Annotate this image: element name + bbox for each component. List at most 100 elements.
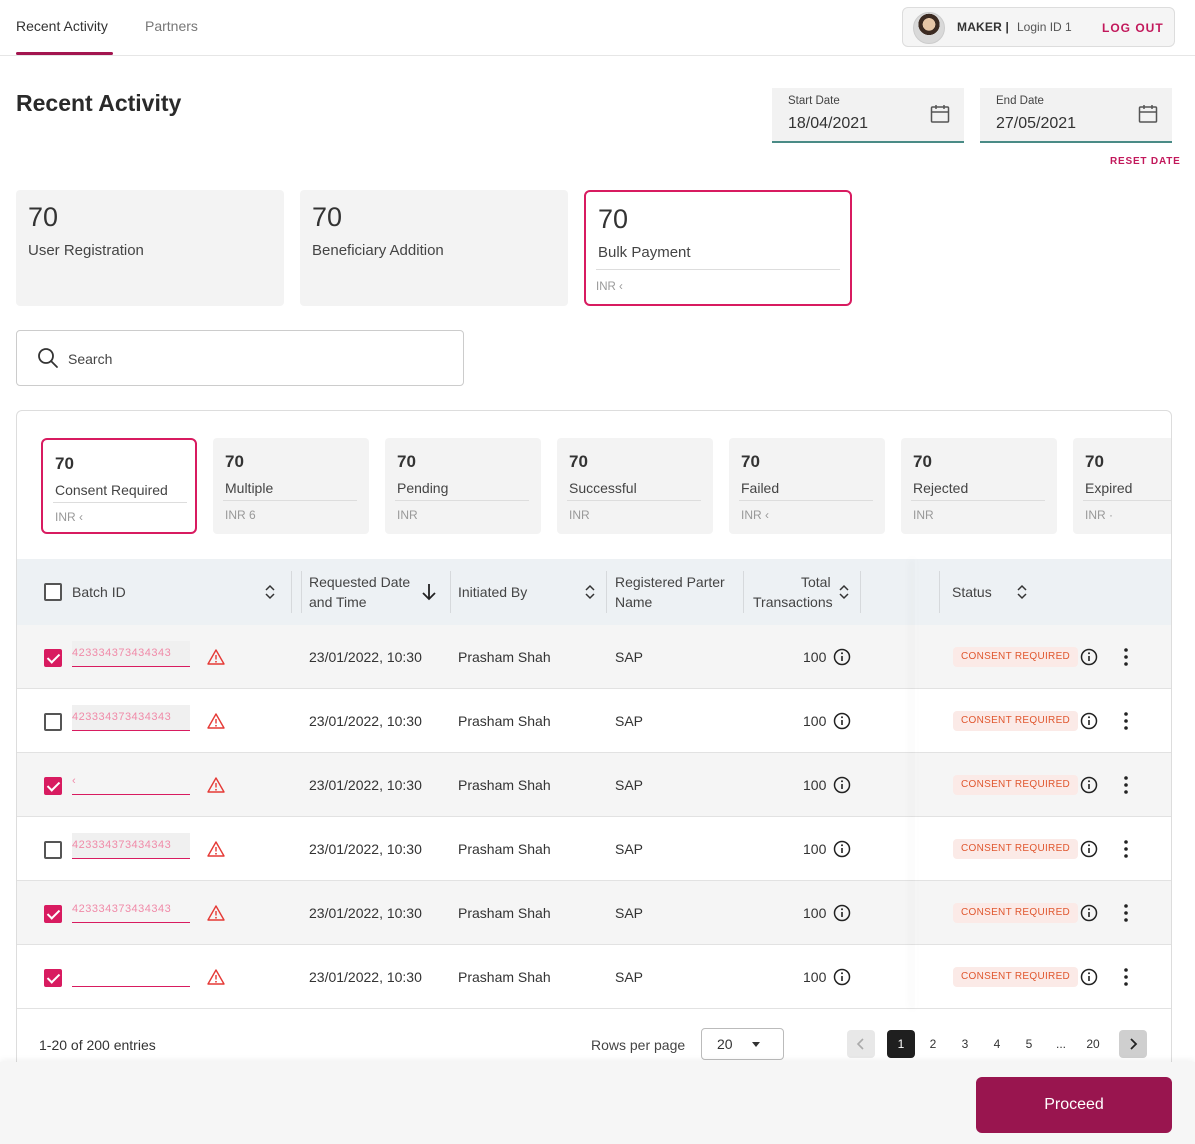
status-count: 70 [741, 452, 760, 471]
row-checkbox[interactable] [44, 713, 62, 731]
avatar[interactable] [913, 12, 945, 44]
table-row[interactable]: 423334373434343 23/01/2022, 10:30 Prasha… [17, 625, 1171, 689]
batch-id-link[interactable]: ‹ [72, 769, 190, 795]
info-icon[interactable] [1080, 712, 1098, 730]
info-icon[interactable] [1080, 904, 1098, 922]
more-options-icon[interactable] [1123, 903, 1129, 923]
info-icon[interactable] [833, 648, 851, 666]
status-card-rejected[interactable]: 70 Rejected INR [901, 438, 1057, 534]
more-options-icon[interactable] [1123, 967, 1129, 987]
logout-button[interactable]: LOG OUT [1102, 21, 1164, 35]
batch-id-link[interactable]: 423334373434343 [72, 641, 190, 667]
more-options-icon[interactable] [1123, 647, 1129, 667]
status-amount: INR 6 [225, 508, 256, 522]
tab-partners[interactable]: Partners [145, 18, 198, 34]
more-options-icon[interactable] [1123, 839, 1129, 859]
column-separator[interactable] [301, 571, 302, 613]
batch-id-link[interactable]: 423334373434343 [72, 705, 190, 731]
column-requested-line2[interactable]: and Time [309, 594, 367, 610]
arrow-down-icon[interactable] [422, 583, 436, 601]
info-icon[interactable] [833, 712, 851, 730]
status-card-expired[interactable]: 70 Expired INR · [1073, 438, 1171, 534]
page-button-4[interactable]: 4 [993, 1037, 1001, 1051]
table-row[interactable]: 23/01/2022, 10:30 Prasham Shah SAP 100 C… [17, 945, 1171, 1009]
info-icon[interactable] [833, 904, 851, 922]
table-row[interactable]: 423334373434343 23/01/2022, 10:30 Prasha… [17, 817, 1171, 881]
column-separator[interactable] [291, 571, 292, 613]
column-separator[interactable] [860, 571, 861, 613]
next-page-button[interactable] [1119, 1030, 1147, 1058]
sort-icon[interactable] [838, 584, 850, 600]
row-checkbox[interactable] [44, 841, 62, 859]
partner-name: SAP [615, 649, 644, 665]
page-button-3[interactable]: 3 [961, 1037, 969, 1051]
info-icon[interactable] [1080, 968, 1098, 986]
table-row[interactable]: 423334373434343 23/01/2022, 10:30 Prasha… [17, 689, 1171, 753]
summary-card-bulk-payment[interactable]: 70 Bulk Payment INR ‹ [584, 190, 852, 306]
start-date-field[interactable]: Start Date 18/04/2021 [772, 88, 964, 143]
status-count: 70 [913, 452, 932, 471]
page-button-2[interactable]: 2 [929, 1037, 937, 1051]
end-date-field[interactable]: End Date 27/05/2021 [980, 88, 1172, 143]
calendar-icon[interactable] [930, 104, 950, 124]
select-all-checkbox[interactable] [44, 583, 62, 601]
column-separator[interactable] [450, 571, 451, 613]
row-checkbox[interactable] [44, 905, 62, 923]
status-card-multiple[interactable]: 70 Multiple INR 6 [213, 438, 369, 534]
end-date-value[interactable]: 27/05/2021 [996, 115, 1077, 132]
row-checkbox[interactable] [44, 649, 62, 667]
info-icon[interactable] [833, 776, 851, 794]
search-input[interactable]: Search [16, 330, 464, 386]
row-checkbox[interactable] [44, 969, 62, 987]
prev-page-button[interactable] [847, 1030, 875, 1058]
partner-name: SAP [615, 777, 644, 793]
sort-icon[interactable] [1016, 584, 1028, 600]
status-card-failed[interactable]: 70 Failed INR ‹ [729, 438, 885, 534]
status-amount: INR [913, 508, 934, 522]
proceed-button[interactable]: Proceed [976, 1077, 1172, 1133]
start-date-value[interactable]: 18/04/2021 [788, 115, 869, 132]
reset-date-button[interactable]: RESET DATE [1110, 156, 1181, 167]
info-icon[interactable] [1080, 648, 1098, 666]
more-options-icon[interactable] [1123, 711, 1129, 731]
batch-id-link[interactable]: 423334373434343 [72, 833, 190, 859]
rows-per-page-label: Rows per page [591, 1037, 686, 1053]
column-separator[interactable] [743, 571, 744, 613]
calendar-icon[interactable] [1138, 104, 1158, 124]
search-icon [38, 348, 58, 368]
batch-id-link[interactable]: 423334373434343 [72, 897, 190, 923]
status-card-consent-required[interactable]: 70 Consent Required INR ‹ [41, 438, 197, 534]
batch-id-text: 423334373434343 [72, 711, 172, 723]
batch-id-link[interactable] [72, 961, 190, 987]
table-row[interactable]: ‹ 23/01/2022, 10:30 Prasham Shah SAP 100… [17, 753, 1171, 817]
rows-per-page-select[interactable]: 20 [701, 1028, 784, 1060]
info-icon[interactable] [1080, 840, 1098, 858]
column-initiated-by[interactable]: Initiated By [458, 584, 528, 600]
column-separator[interactable] [606, 571, 607, 613]
info-icon[interactable] [833, 968, 851, 986]
status-card-successful[interactable]: 70 Successful INR [557, 438, 713, 534]
column-total-line2[interactable]: Transactions [753, 594, 833, 610]
column-requested-line1[interactable]: Requested Date [309, 574, 411, 590]
sort-icon[interactable] [584, 584, 596, 600]
tab-recent-activity[interactable]: Recent Activity [16, 18, 108, 34]
table-row[interactable]: 423334373434343 23/01/2022, 10:30 Prasha… [17, 881, 1171, 945]
info-icon[interactable] [833, 840, 851, 858]
column-status[interactable]: Status [952, 584, 992, 600]
column-batch-id[interactable]: Batch ID [72, 584, 126, 600]
column-partner-line2[interactable]: Name [615, 594, 653, 610]
sort-icon[interactable] [264, 584, 276, 600]
summary-card-beneficiary-addition[interactable]: 70 Beneficiary Addition [300, 190, 568, 306]
column-separator[interactable] [939, 571, 940, 613]
more-options-icon[interactable] [1123, 775, 1129, 795]
status-card-pending[interactable]: 70 Pending INR [385, 438, 541, 534]
row-checkbox[interactable] [44, 777, 62, 795]
info-icon[interactable] [1080, 776, 1098, 794]
page-button-1[interactable]: 1 [887, 1030, 915, 1058]
page-button-20[interactable]: 20 [1086, 1037, 1100, 1051]
summary-card-user-registration[interactable]: 70 User Registration [16, 190, 284, 306]
column-total-line1[interactable]: Total [801, 574, 831, 590]
column-partner-line1[interactable]: Registered Parter [615, 574, 725, 590]
status-badge: CONSENT REQUIRED [953, 967, 1079, 987]
page-button-5[interactable]: 5 [1025, 1037, 1033, 1051]
